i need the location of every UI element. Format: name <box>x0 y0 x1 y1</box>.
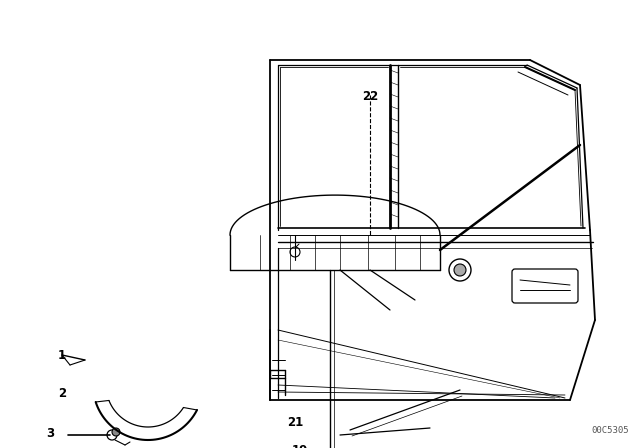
Circle shape <box>112 428 120 436</box>
Text: 2: 2 <box>58 387 66 400</box>
Text: 21: 21 <box>287 415 303 428</box>
Text: 00C5305: 00C5305 <box>591 426 629 435</box>
Text: 3: 3 <box>46 426 54 439</box>
Circle shape <box>107 430 117 440</box>
Text: 19: 19 <box>292 444 308 448</box>
Text: 22: 22 <box>362 90 378 103</box>
Circle shape <box>454 264 466 276</box>
Circle shape <box>449 259 471 281</box>
Circle shape <box>290 247 300 257</box>
Text: 1: 1 <box>58 349 66 362</box>
FancyBboxPatch shape <box>512 269 578 303</box>
